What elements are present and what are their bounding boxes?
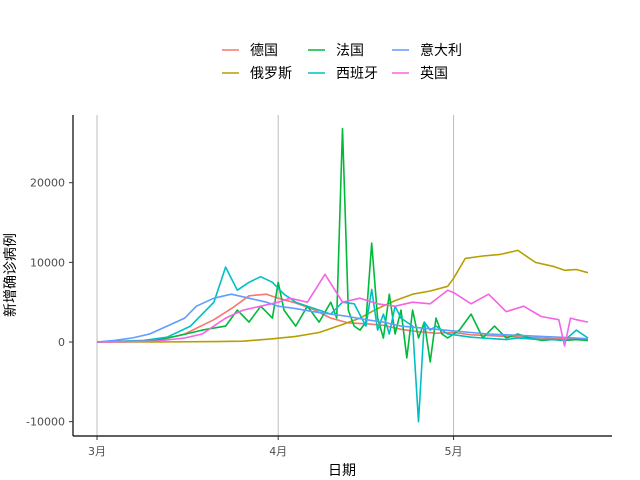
y-tick-label: 20000: [30, 177, 65, 190]
y-ticks: -10000 0 10000 20000: [26, 177, 73, 429]
legend-label: 英国: [420, 65, 448, 82]
grid: [96, 115, 455, 436]
axes: [72, 115, 612, 437]
x-tick-label: 5月: [445, 445, 463, 458]
x-ticks: 3月 4月 5月: [88, 436, 463, 458]
legend-label: 意大利: [420, 42, 462, 59]
series-line-5: [96, 273, 589, 347]
series-line-1: [97, 249, 589, 343]
series-layer: [96, 127, 589, 423]
y-tick-label: 0: [58, 336, 65, 349]
series-line-4: [96, 293, 589, 343]
series-line-2: [96, 127, 589, 363]
x-axis-title: 日期: [328, 463, 356, 479]
series-line-3: [96, 266, 589, 423]
legend-label: 俄罗斯: [250, 66, 292, 82]
x-tick-label: 3月: [88, 445, 106, 458]
legend-label: 法国: [336, 43, 364, 59]
legend-label: 德国: [250, 43, 278, 59]
x-tick-label: 4月: [269, 445, 287, 458]
y-tick-label: -10000: [26, 416, 65, 429]
legend-label: 西班牙: [336, 66, 378, 82]
y-axis-title: 新增确诊病例: [3, 233, 19, 317]
y-tick-label: 10000: [30, 256, 65, 269]
